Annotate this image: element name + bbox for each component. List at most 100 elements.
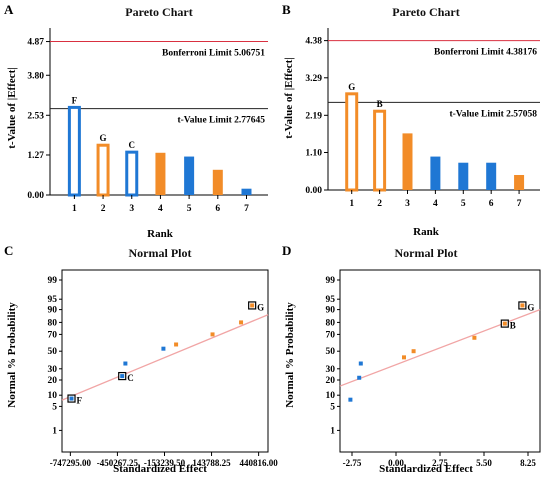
y-tick-label: 2.53 (27, 111, 44, 121)
y-tick-label: 0.00 (27, 191, 44, 201)
chart-b-ylabel: t-Value of |Effect| (283, 57, 295, 138)
panel-letter-a: A (4, 2, 14, 17)
bar-highlighted (125, 150, 139, 197)
y-tick-label: 30 (48, 365, 58, 375)
x-tick-label: 7 (517, 199, 522, 209)
chart-a-xlabel: Rank (147, 228, 174, 240)
t-limit-label: t-Value Limit 2.77645 (177, 116, 265, 126)
y-tick-label: 10 (326, 391, 336, 401)
x-tick-label: 2.75 (432, 458, 448, 468)
x-tick-label: 2 (377, 199, 382, 209)
y-tick-label: 80 (326, 318, 336, 328)
data-point (161, 346, 166, 351)
x-tick-label: -747295.00 (50, 458, 92, 468)
bar-highlighted (373, 109, 387, 192)
y-tick-label: 1.10 (305, 148, 322, 158)
x-tick-label: 5 (187, 204, 192, 214)
y-tick-label: 3.29 (305, 74, 322, 84)
x-tick-label: 8.25 (520, 458, 536, 468)
x-tick-label: 6 (215, 204, 220, 214)
data-point (210, 332, 215, 337)
chart-c-xlabel: Standardized Effect (113, 463, 207, 475)
x-tick-label: 3 (405, 199, 410, 209)
y-tick-label: 4.87 (27, 38, 44, 48)
panel-letter-c: C (4, 243, 13, 258)
pareto-chart-a: 0.00 1.27 2.53 3.80 4.87 Bonferroni Limit 5.0… (27, 28, 268, 214)
t-limit-label: t-Value Limit 2.57058 (449, 109, 537, 119)
y-tick-label: 3.80 (27, 71, 44, 81)
chart-b-xlabel: Rank (413, 226, 440, 238)
y-tick-label: 50 (48, 347, 58, 357)
y-tick-label: 95 (48, 295, 58, 305)
y-tick-label: 95 (326, 295, 336, 305)
bar-label: C (129, 140, 136, 150)
x-tick-label: 2 (101, 204, 106, 214)
y-tick-label: 90 (326, 306, 336, 316)
bar (155, 152, 166, 195)
bar-highlighted (96, 143, 110, 197)
bar (212, 169, 223, 195)
bonferroni-label: Bonferroni Limit 5.06751 (162, 49, 265, 59)
y-tick-label: 99 (326, 276, 336, 286)
data-point (120, 374, 125, 379)
bar-label: B (377, 99, 383, 109)
bar-label: F (72, 95, 78, 105)
data-point (358, 361, 363, 366)
y-tick-label: 2.19 (305, 111, 322, 121)
pareto-chart-b: 0.00 1.10 2.19 3.29 4.38 Bonferroni Limit 4.3… (305, 28, 540, 209)
y-tick-label: 1.27 (27, 151, 44, 161)
x-tick-label: 143788.25 (192, 458, 231, 468)
y-tick-label: 20 (48, 376, 58, 386)
data-point (357, 375, 362, 380)
y-tick-label: 1 (52, 426, 57, 436)
chart-d-ylabel: Normal % Probability (284, 302, 296, 408)
panel-letter-d: D (282, 243, 291, 258)
bar (402, 133, 413, 190)
bar (430, 156, 441, 190)
y-tick-label: 20 (326, 376, 336, 386)
plot-frame (61, 269, 269, 453)
point-label: B (510, 321, 516, 331)
data-point (239, 320, 244, 325)
bar (184, 156, 195, 195)
bar-label: G (348, 82, 355, 92)
data-point (411, 349, 416, 354)
panel-letter-b: B (282, 2, 291, 17)
x-tick-label: -2.75 (343, 458, 362, 468)
x-tick-label: -153239.50 (144, 458, 186, 468)
bar (514, 174, 525, 190)
data-point (520, 303, 525, 308)
x-tick-label: 7 (244, 204, 249, 214)
y-tick-label: 5 (330, 402, 335, 412)
data-point (123, 361, 128, 366)
data-point (174, 342, 179, 347)
point-label: G (527, 302, 534, 312)
x-tick-label: 1 (349, 199, 354, 209)
y-tick-label: 90 (48, 306, 58, 316)
bar (458, 162, 469, 190)
chart-d-xlabel: Standardized Effect (379, 463, 473, 475)
bonferroni-label: Bonferroni Limit 4.38176 (434, 48, 537, 58)
y-tick-label: 10 (48, 391, 58, 401)
chart-c-title: Normal Plot (129, 246, 192, 260)
x-tick-label: 5 (461, 199, 466, 209)
bar (486, 162, 497, 190)
y-tick-label: 50 (326, 347, 336, 357)
x-tick-label: 4 (433, 199, 438, 209)
bar-highlighted (345, 92, 359, 192)
chart-a-title: Pareto Chart (125, 5, 192, 19)
y-tick-label: 0.00 (305, 186, 322, 196)
x-tick-label: -450267.25 (97, 458, 139, 468)
y-tick-label: 1 (330, 426, 335, 436)
y-tick-label: 99 (48, 276, 58, 286)
bar-highlighted (67, 105, 81, 197)
bar-label: G (100, 133, 107, 143)
fit-line (61, 314, 269, 401)
chart-a-ylabel: t-Value of |Effect| (6, 67, 18, 148)
data-point (69, 396, 74, 401)
data-point (502, 321, 507, 326)
y-tick-label: 70 (326, 330, 336, 340)
